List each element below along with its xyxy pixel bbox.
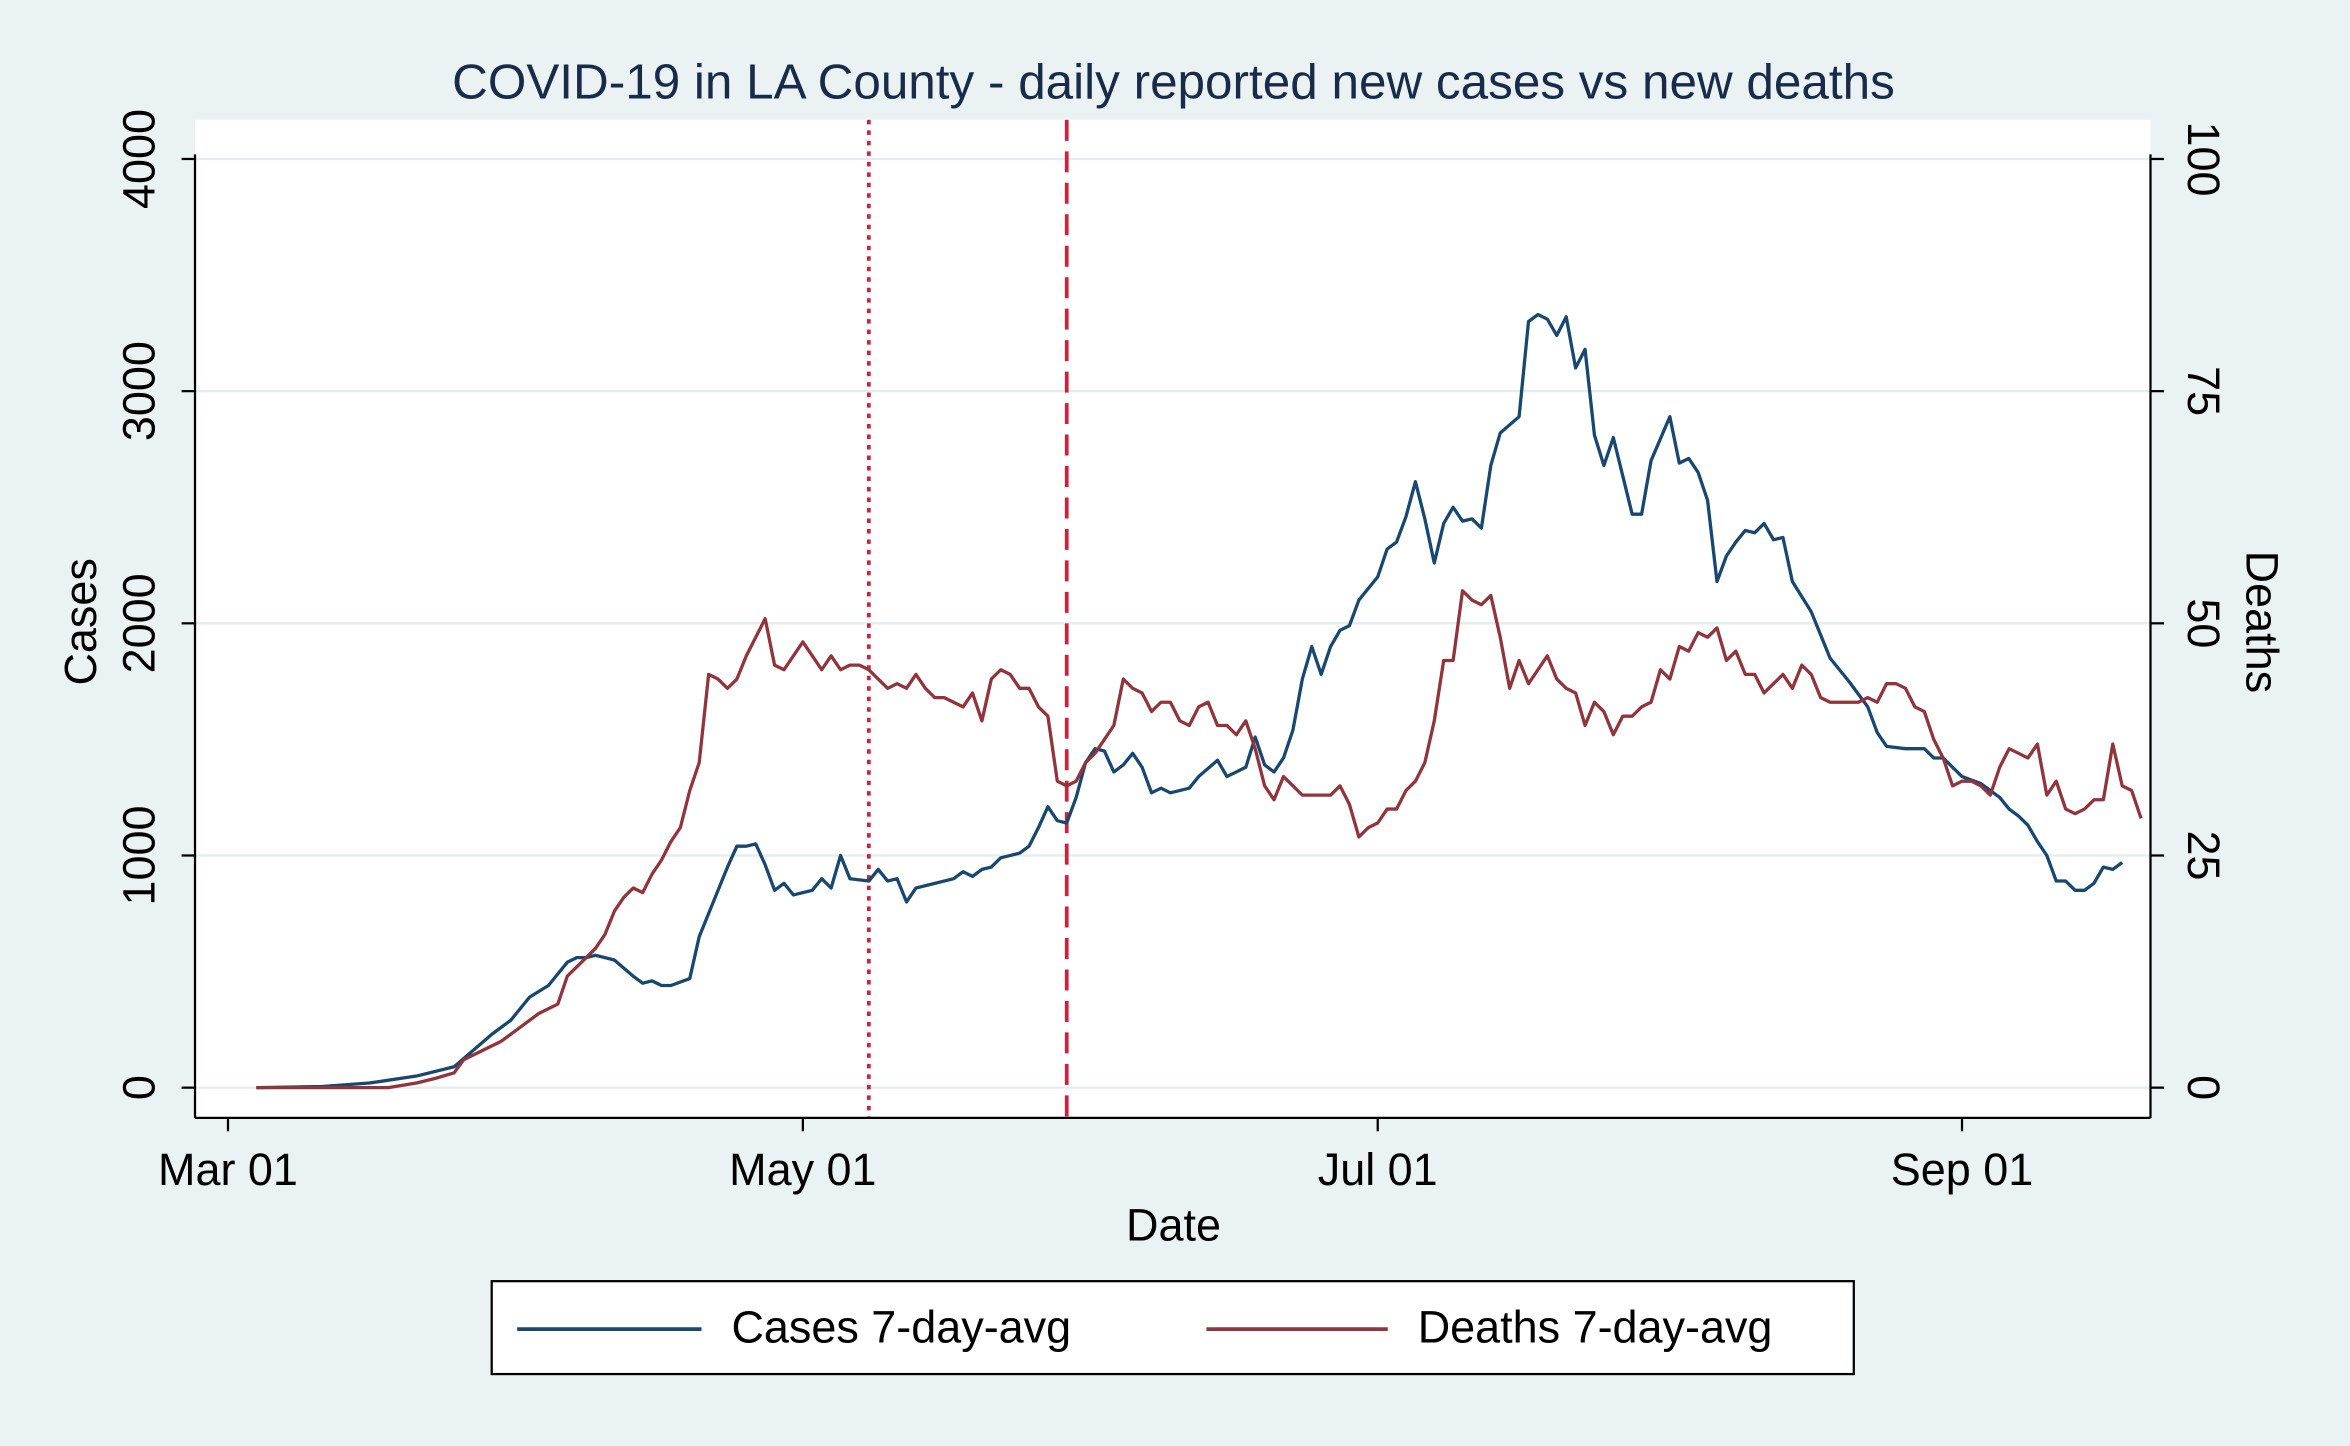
y2-tick-label: 0 bbox=[2178, 1075, 2229, 1100]
y-axis-title: Cases bbox=[55, 558, 106, 685]
marks bbox=[256, 119, 2143, 1118]
y-tick-label: 3000 bbox=[113, 341, 164, 441]
y-tick-label: 0 bbox=[113, 1075, 164, 1100]
y-tick-label: 2000 bbox=[113, 573, 164, 673]
y2-tick-label: 50 bbox=[2178, 598, 2229, 648]
y-tick-label: 4000 bbox=[113, 109, 164, 209]
legend-label: Deaths 7-day-avg bbox=[1418, 1301, 1773, 1352]
y-tick-label: 1000 bbox=[113, 806, 164, 906]
y2-tick-label: 75 bbox=[2178, 366, 2229, 416]
x-tick-label: Sep 01 bbox=[1891, 1144, 2033, 1195]
series-line bbox=[256, 312, 2124, 1090]
plot-background bbox=[195, 119, 2151, 1118]
x-tick-label: Mar 01 bbox=[158, 1144, 298, 1195]
y2-axis-title: Deaths bbox=[2237, 551, 2288, 693]
legend-label: Cases 7-day-avg bbox=[731, 1301, 1071, 1352]
x-axis-title: Date bbox=[1126, 1200, 1221, 1251]
legend-items: Cases 7-day-avg Deaths 7-day-avg bbox=[517, 1301, 1772, 1352]
series-line bbox=[256, 589, 2143, 1090]
y2-tick-label: 25 bbox=[2178, 830, 2229, 880]
chart-title: COVID-19 in LA County - daily reported n… bbox=[452, 54, 1895, 109]
grid bbox=[195, 157, 2151, 1089]
x-tick-label: Jul 01 bbox=[1318, 1144, 1438, 1195]
y2-tick-label: 100 bbox=[2178, 121, 2229, 196]
x-tick-label: May 01 bbox=[729, 1144, 876, 1195]
legend bbox=[490, 1280, 1855, 1376]
